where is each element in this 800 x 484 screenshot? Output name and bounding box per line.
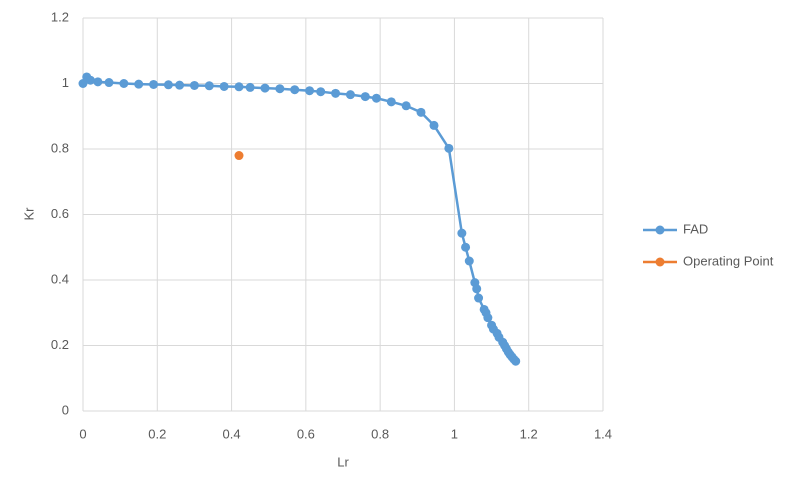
data-point bbox=[93, 77, 103, 87]
x-tick-label: 1 bbox=[451, 426, 458, 441]
legend-label: Operating Point bbox=[683, 253, 774, 268]
data-point bbox=[474, 293, 484, 303]
y-tick-label: 0.2 bbox=[51, 337, 69, 352]
data-point bbox=[119, 79, 129, 88]
y-tick-label: 0.6 bbox=[51, 206, 69, 221]
data-point bbox=[401, 101, 411, 111]
x-tick-label: 0 bbox=[79, 426, 86, 441]
data-point bbox=[316, 87, 326, 97]
data-point bbox=[360, 92, 370, 102]
y-tick-label: 0.4 bbox=[51, 271, 69, 286]
data-point bbox=[429, 120, 439, 130]
data-point bbox=[260, 83, 270, 93]
data-point bbox=[305, 86, 315, 96]
data-point bbox=[245, 82, 255, 92]
y-tick-label: 0.8 bbox=[51, 140, 69, 155]
data-point bbox=[204, 81, 214, 91]
data-point bbox=[275, 84, 285, 94]
data-point bbox=[457, 228, 467, 238]
x-tick-label: 0.6 bbox=[297, 426, 315, 441]
y-axis-title: Kr bbox=[21, 207, 36, 221]
data-point bbox=[163, 80, 173, 90]
legend-marker bbox=[655, 257, 665, 267]
x-axis-title: Lr bbox=[337, 454, 349, 469]
data-point bbox=[234, 82, 244, 92]
data-point bbox=[234, 151, 244, 161]
data-point bbox=[78, 79, 88, 88]
y-tick-label: 1.2 bbox=[51, 9, 69, 24]
data-point bbox=[511, 356, 521, 366]
legend-marker bbox=[655, 225, 665, 235]
data-point bbox=[149, 79, 159, 89]
data-point bbox=[386, 97, 396, 107]
data-point bbox=[290, 85, 300, 95]
data-point bbox=[371, 93, 381, 103]
data-point bbox=[461, 242, 471, 252]
x-tick-label: 0.2 bbox=[148, 426, 166, 441]
x-tick-label: 1.2 bbox=[520, 426, 538, 441]
data-point bbox=[104, 78, 114, 88]
data-point bbox=[345, 90, 355, 100]
legend-label: FAD bbox=[683, 221, 708, 236]
data-point bbox=[189, 80, 199, 90]
data-point bbox=[444, 143, 454, 153]
data-point bbox=[464, 256, 474, 266]
data-point bbox=[331, 88, 341, 98]
y-tick-label: 0 bbox=[62, 402, 69, 417]
x-tick-label: 1.4 bbox=[594, 426, 612, 441]
data-point bbox=[219, 81, 229, 91]
y-tick-label: 1 bbox=[62, 75, 69, 90]
data-point bbox=[483, 313, 493, 323]
data-point bbox=[416, 107, 426, 117]
x-tick-label: 0.4 bbox=[223, 426, 241, 441]
data-point bbox=[175, 80, 185, 90]
data-point bbox=[472, 284, 482, 294]
data-point bbox=[85, 75, 95, 85]
series-line bbox=[81, 74, 517, 363]
x-tick-label: 0.8 bbox=[371, 426, 389, 441]
data-point bbox=[134, 79, 144, 89]
